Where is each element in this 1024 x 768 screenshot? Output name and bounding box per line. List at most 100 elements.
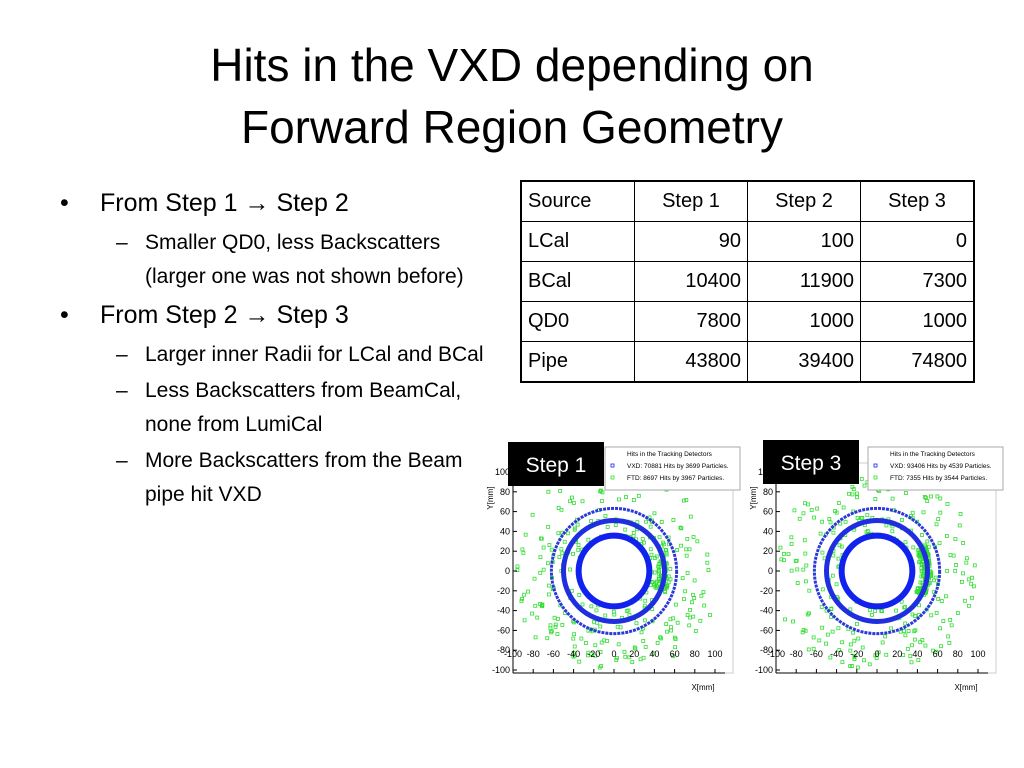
hit-marker [657, 564, 662, 569]
hit-marker [685, 613, 690, 617]
step-label: Step 3 [781, 452, 842, 475]
hit-marker [918, 640, 923, 645]
x-tick-label: -80 [790, 649, 803, 659]
hit-marker [520, 547, 525, 552]
legend-entry: FTD: 7355 Hits by 3544 Particles. [890, 475, 987, 482]
hit-marker [824, 641, 828, 646]
table-cell: 1000 [860, 301, 975, 342]
title-line: Hits in the VXD depending on [210, 39, 814, 91]
hit-marker [831, 553, 836, 558]
vxd-ring [838, 532, 916, 610]
x-tick-label: 40 [649, 649, 659, 659]
hit-marker [929, 613, 934, 618]
hit-marker [922, 495, 927, 499]
hit-marker [938, 496, 943, 501]
hit-marker [546, 489, 551, 494]
hit-marker [958, 512, 963, 516]
y-tick-label: -80 [760, 645, 773, 655]
hit-marker [598, 489, 603, 494]
hit-marker [655, 641, 660, 645]
hit-marker [911, 545, 916, 550]
hit-marker [915, 587, 920, 591]
hit-marker [664, 551, 669, 556]
hit-marker [562, 539, 567, 544]
x-tick-label: 100 [970, 649, 985, 659]
hit-marker [791, 619, 795, 624]
hit-marker [553, 624, 558, 629]
hit-marker [831, 530, 836, 535]
hit-marker [681, 498, 686, 503]
hit-marker [651, 651, 656, 656]
table-cell: 39400 [747, 341, 861, 383]
hit-marker [571, 651, 576, 655]
hit-marker [701, 590, 706, 594]
hit-marker [685, 537, 690, 541]
hit-marker [946, 634, 951, 639]
hit-marker [654, 554, 659, 559]
vxd-ring [575, 532, 653, 610]
hit-marker [820, 519, 825, 524]
hit-marker [560, 623, 565, 627]
hit-marker [847, 491, 851, 496]
hit-marker [801, 628, 806, 632]
hit-marker [690, 592, 695, 597]
hit-marker [652, 511, 657, 516]
x-tick-label: -60 [547, 649, 560, 659]
hit-marker [571, 551, 575, 556]
hit-marker [634, 621, 639, 626]
hit-marker [671, 518, 676, 522]
hit-marker [918, 555, 923, 560]
hit-marker [852, 653, 857, 658]
hit-marker [918, 580, 923, 585]
y-tick-label: -100 [492, 665, 510, 675]
legend-marker [873, 463, 878, 468]
hit-marker [809, 508, 814, 512]
hit-marker [600, 499, 604, 503]
hit-marker [783, 617, 787, 622]
hit-marker [614, 658, 619, 662]
hit-marker [971, 584, 976, 589]
hit-marker [549, 547, 554, 552]
vxd-ring [561, 518, 667, 624]
hit-marker [586, 653, 590, 658]
hit-marker [623, 654, 628, 659]
hit-marker [515, 564, 520, 569]
hit-marker [917, 603, 921, 608]
hit-marker [631, 498, 636, 502]
y-tick-label: -80 [497, 645, 510, 655]
plot-frame [512, 462, 734, 674]
hit-marker [611, 609, 616, 614]
hit-marker [699, 593, 704, 598]
hit-marker [597, 665, 602, 670]
hit-marker [953, 568, 958, 573]
hit-marker [925, 499, 930, 503]
hit-marker [613, 523, 618, 527]
y-tick-label: -100 [755, 665, 773, 675]
hit-marker [679, 526, 684, 531]
hit-marker [656, 568, 661, 573]
hit-marker [568, 567, 572, 572]
hit-marker [860, 516, 865, 520]
hit-marker [594, 608, 599, 613]
hit-marker [782, 551, 786, 556]
hit-marker [865, 513, 870, 518]
hit-marker [540, 602, 545, 607]
table-cell: 7800 [634, 301, 748, 342]
hit-marker [643, 598, 648, 603]
hit-marker [789, 568, 794, 573]
hit-marker [633, 646, 638, 651]
hit-marker [972, 563, 977, 568]
hit-marker [884, 523, 889, 528]
hit-marker [589, 519, 593, 523]
table-row: LCal 90 100 0 [520, 221, 975, 262]
hit-marker [688, 514, 693, 519]
hit-marker [644, 519, 648, 524]
x-tick-label: 100 [707, 649, 722, 659]
hit-marker [957, 523, 962, 528]
hit-marker [908, 654, 913, 658]
hit-marker [883, 634, 888, 639]
hit-marker [900, 517, 904, 522]
hit-marker [627, 613, 632, 617]
hit-marker [873, 497, 878, 501]
hit-marker [702, 603, 707, 608]
